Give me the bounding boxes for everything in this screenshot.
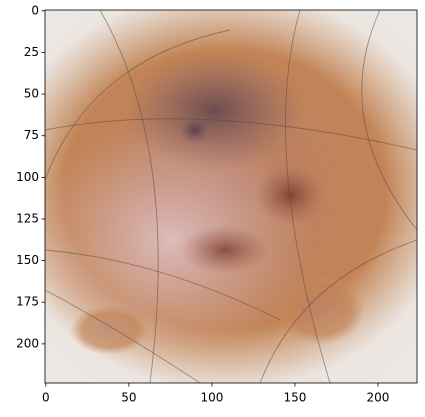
x-tick-label: 200 <box>367 391 390 405</box>
x-tick-label: 50 <box>121 391 136 405</box>
y-tick-label: 50 <box>24 87 39 101</box>
y-tick-label: 75 <box>24 128 39 142</box>
x-tick-label: 150 <box>283 391 306 405</box>
y-tick-label: 150 <box>16 253 39 267</box>
image <box>45 10 417 383</box>
y-tick-label: 175 <box>16 295 39 309</box>
x-tick-label: 100 <box>200 391 223 405</box>
y-tick-label: 125 <box>16 211 39 225</box>
axes-frame <box>44 9 418 384</box>
y-tick-label: 100 <box>16 170 39 184</box>
x-tick-label: 0 <box>42 391 50 405</box>
y-tick-label: 0 <box>31 3 39 17</box>
y-tick-label: 200 <box>16 336 39 350</box>
y-tick-label: 25 <box>24 45 39 59</box>
